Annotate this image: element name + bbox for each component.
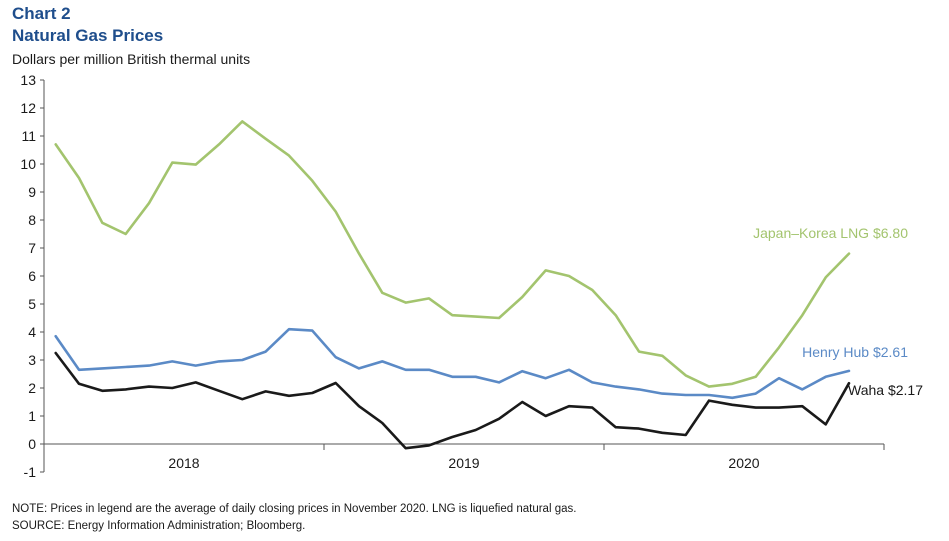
y-tick-label: 7 (28, 240, 36, 256)
series-labels: Japan–Korea LNG $6.80 Henry Hub $2.61 Waha… (753, 225, 923, 398)
y-tick-label: 11 (21, 128, 36, 144)
series-label-japan-korea-lng: Japan–Korea LNG $6.80 (753, 225, 908, 241)
y-tick-label: 5 (28, 296, 36, 312)
x-tick-label: 2020 (728, 455, 759, 471)
chart-title: Natural Gas Prices (12, 26, 164, 45)
y-tick-label: 6 (28, 268, 36, 284)
y-tick-label: -1 (24, 464, 37, 480)
y-tick-label: 13 (20, 72, 36, 88)
series-label-henry-hub: Henry Hub $2.61 (802, 344, 908, 360)
x-tick-label: 2018 (168, 455, 199, 471)
series-line-waha (54, 351, 851, 450)
series-group (54, 120, 851, 450)
footnote: NOTE: Prices in legend are the average o… (12, 503, 577, 515)
series-line-japan-korea-lng (54, 120, 851, 388)
y-tick-label: 12 (20, 100, 36, 116)
source-note: SOURCE: Energy Information Administratio… (12, 520, 306, 532)
x-tick-label: 2019 (448, 455, 479, 471)
y-axis-unit-label: Dollars per million British thermal unit… (12, 51, 251, 67)
y-tick-label: 3 (28, 352, 36, 368)
y-tick-label: 8 (28, 212, 36, 228)
x-axis: 2018 2019 2020 (43, 443, 885, 471)
series-label-waha: Waha $2.17 (848, 382, 923, 398)
y-tick-label: 1 (28, 408, 36, 424)
y-tick-label: 0 (28, 436, 36, 452)
y-tick-label: 4 (28, 324, 36, 340)
y-tick-label: 9 (28, 184, 36, 200)
y-tick-label: 2 (28, 380, 36, 396)
y-tick-label: 10 (20, 156, 36, 172)
series-line-henry-hub (54, 327, 851, 400)
chart-label: Chart 2 (12, 4, 71, 23)
